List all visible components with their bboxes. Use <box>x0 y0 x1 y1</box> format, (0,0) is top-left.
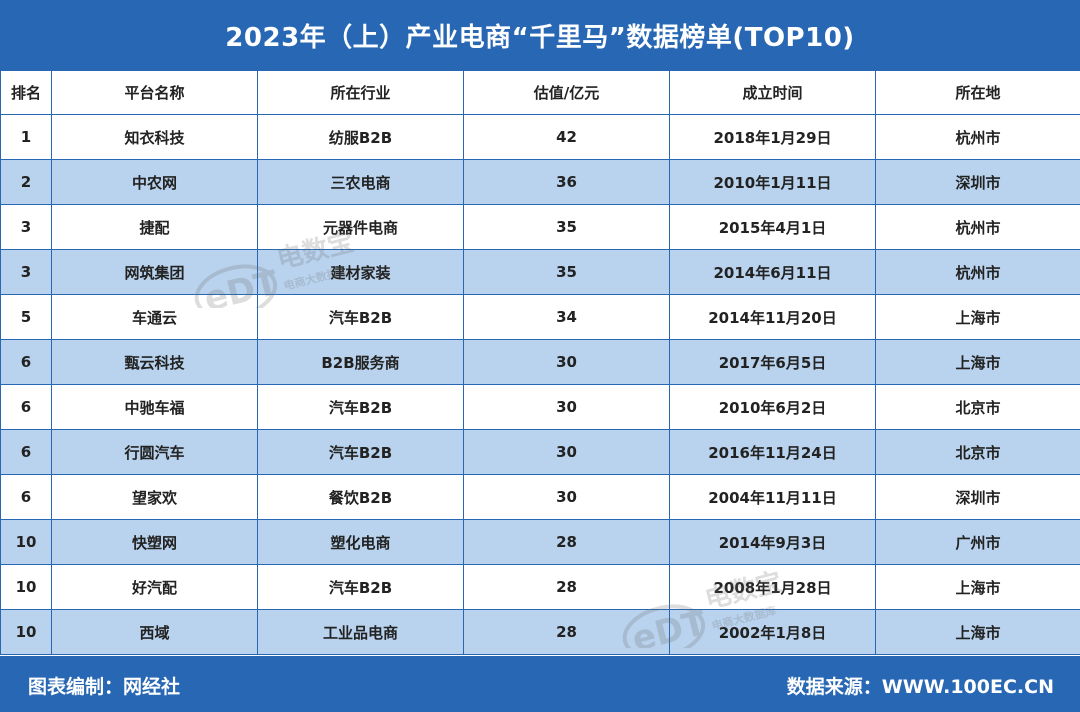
table-row: 3 网筑集团 建材家装 35 2014年6月11日 杭州市 <box>0 249 1080 295</box>
cell-rank: 6 <box>0 429 52 475</box>
cell-industry: 三农电商 <box>257 159 464 205</box>
cell-rank: 10 <box>0 564 52 610</box>
cell-founded: 2004年11月11日 <box>669 474 876 520</box>
cell-valuation: 35 <box>463 249 670 295</box>
cell-industry: 工业品电商 <box>257 609 464 655</box>
cell-founded: 2010年1月11日 <box>669 159 876 205</box>
column-header-valuation: 估值/亿元 <box>463 70 670 115</box>
cell-location: 上海市 <box>875 294 1080 340</box>
cell-location: 深圳市 <box>875 474 1080 520</box>
cell-founded: 2002年1月8日 <box>669 609 876 655</box>
cell-industry: B2B服务商 <box>257 339 464 385</box>
cell-industry: 餐饮B2B <box>257 474 464 520</box>
cell-valuation: 30 <box>463 429 670 475</box>
cell-location: 上海市 <box>875 609 1080 655</box>
cell-valuation: 28 <box>463 519 670 565</box>
cell-founded: 2017年6月5日 <box>669 339 876 385</box>
cell-industry: 塑化电商 <box>257 519 464 565</box>
cell-rank: 5 <box>0 294 52 340</box>
table-header-row: 排名 平台名称 所在行业 估值/亿元 成立时间 所在地 <box>0 70 1080 115</box>
ranking-table: 排名 平台名称 所在行业 估值/亿元 成立时间 所在地 1 知衣科技 纺服B2B 42… <box>0 70 1080 655</box>
cell-name: 好汽配 <box>51 564 258 610</box>
cell-name: 网筑集团 <box>51 249 258 295</box>
cell-valuation: 28 <box>463 609 670 655</box>
cell-name: 捷配 <box>51 204 258 250</box>
table-row: 6 中驰车福 汽车B2B 30 2010年6月2日 北京市 <box>0 384 1080 430</box>
table-row: 10 好汽配 汽车B2B 28 2008年1月28日 上海市 <box>0 564 1080 610</box>
table-body: 1 知衣科技 纺服B2B 42 2018年1月29日 杭州市 2 中农网 三农电商 36 2010年… <box>0 114 1080 655</box>
cell-industry: 纺服B2B <box>257 114 464 160</box>
cell-location: 北京市 <box>875 429 1080 475</box>
cell-location: 深圳市 <box>875 159 1080 205</box>
cell-rank: 6 <box>0 339 52 385</box>
cell-rank: 10 <box>0 519 52 565</box>
cell-name: 甄云科技 <box>51 339 258 385</box>
cell-rank: 6 <box>0 474 52 520</box>
cell-founded: 2014年6月11日 <box>669 249 876 295</box>
cell-name: 车通云 <box>51 294 258 340</box>
footer-bar: 图表编制：网经社 数据来源：WWW.100EC.CN <box>0 656 1080 712</box>
table-row: 5 车通云 汽车B2B 34 2014年11月20日 上海市 <box>0 294 1080 340</box>
cell-location: 杭州市 <box>875 249 1080 295</box>
column-header-industry: 所在行业 <box>257 70 464 115</box>
cell-rank: 1 <box>0 114 52 160</box>
cell-name: 中农网 <box>51 159 258 205</box>
cell-industry: 汽车B2B <box>257 564 464 610</box>
cell-valuation: 30 <box>463 339 670 385</box>
table-row: 10 快塑网 塑化电商 28 2014年9月3日 广州市 <box>0 519 1080 565</box>
column-header-location: 所在地 <box>875 70 1080 115</box>
table-row: 6 甄云科技 B2B服务商 30 2017年6月5日 上海市 <box>0 339 1080 385</box>
cell-name: 知衣科技 <box>51 114 258 160</box>
table-row: 6 行圆汽车 汽车B2B 30 2016年11月24日 北京市 <box>0 429 1080 475</box>
cell-industry: 汽车B2B <box>257 429 464 475</box>
cell-valuation: 35 <box>463 204 670 250</box>
cell-rank: 6 <box>0 384 52 430</box>
table-row: 1 知衣科技 纺服B2B 42 2018年1月29日 杭州市 <box>0 114 1080 160</box>
cell-rank: 10 <box>0 609 52 655</box>
cell-founded: 2014年9月3日 <box>669 519 876 565</box>
cell-name: 快塑网 <box>51 519 258 565</box>
cell-location: 上海市 <box>875 339 1080 385</box>
cell-valuation: 30 <box>463 474 670 520</box>
column-header-name: 平台名称 <box>51 70 258 115</box>
cell-founded: 2008年1月28日 <box>669 564 876 610</box>
cell-industry: 汽车B2B <box>257 384 464 430</box>
cell-valuation: 30 <box>463 384 670 430</box>
cell-name: 望家欢 <box>51 474 258 520</box>
cell-rank: 3 <box>0 204 52 250</box>
table-row: 6 望家欢 餐饮B2B 30 2004年11月11日 深圳市 <box>0 474 1080 520</box>
footer-source: 数据来源：WWW.100EC.CN <box>786 676 1054 698</box>
cell-industry: 汽车B2B <box>257 294 464 340</box>
cell-name: 行圆汽车 <box>51 429 258 475</box>
page-title: 2023年（上）产业电商“千里马”数据榜单(TOP10) <box>0 0 1080 70</box>
table-row: 2 中农网 三农电商 36 2010年1月11日 深圳市 <box>0 159 1080 205</box>
table-row: 10 西域 工业品电商 28 2002年1月8日 上海市 <box>0 609 1080 655</box>
cell-founded: 2015年4月1日 <box>669 204 876 250</box>
column-header-rank: 排名 <box>0 70 52 115</box>
cell-location: 上海市 <box>875 564 1080 610</box>
cell-location: 北京市 <box>875 384 1080 430</box>
cell-location: 杭州市 <box>875 204 1080 250</box>
cell-valuation: 42 <box>463 114 670 160</box>
cell-valuation: 34 <box>463 294 670 340</box>
cell-rank: 3 <box>0 249 52 295</box>
cell-industry: 建材家装 <box>257 249 464 295</box>
cell-valuation: 36 <box>463 159 670 205</box>
cell-founded: 2014年11月20日 <box>669 294 876 340</box>
cell-founded: 2010年6月2日 <box>669 384 876 430</box>
footer-compiled-by: 图表编制：网经社 <box>28 676 181 698</box>
cell-industry: 元器件电商 <box>257 204 464 250</box>
cell-rank: 2 <box>0 159 52 205</box>
cell-name: 中驰车福 <box>51 384 258 430</box>
column-header-founded: 成立时间 <box>669 70 876 115</box>
cell-valuation: 28 <box>463 564 670 610</box>
cell-founded: 2016年11月24日 <box>669 429 876 475</box>
cell-name: 西域 <box>51 609 258 655</box>
cell-location: 广州市 <box>875 519 1080 565</box>
table-row: 3 捷配 元器件电商 35 2015年4月1日 杭州市 <box>0 204 1080 250</box>
cell-location: 杭州市 <box>875 114 1080 160</box>
cell-founded: 2018年1月29日 <box>669 114 876 160</box>
